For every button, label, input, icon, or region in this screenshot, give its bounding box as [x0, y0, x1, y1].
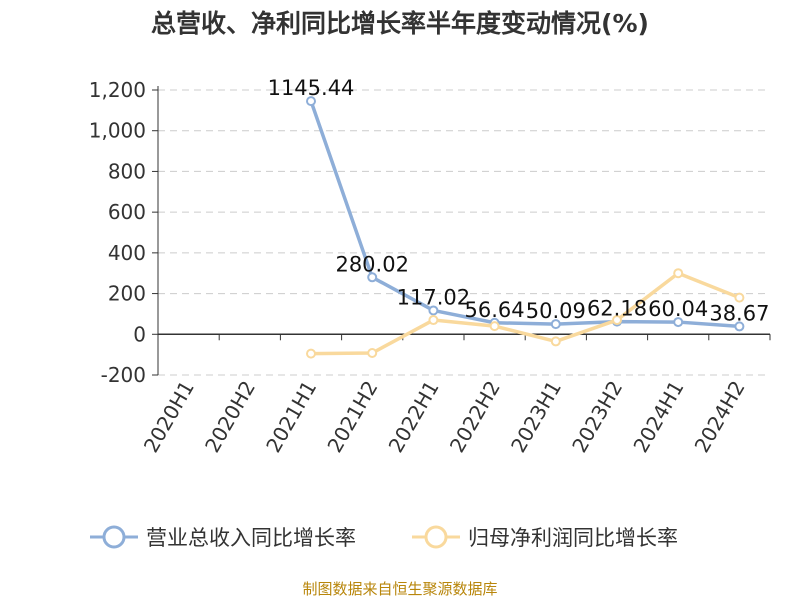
data-point	[550, 319, 561, 330]
y-tick-label: 1,200	[89, 78, 146, 102]
legend-line-circle-icon	[90, 525, 138, 549]
x-tick-label: 2020H2	[200, 377, 260, 457]
legend-label-revenue: 营业总收入同比增长率	[146, 526, 356, 550]
legend-line-circle-icon	[412, 525, 460, 549]
data-label: 56.64	[465, 298, 525, 322]
data-label: 60.04	[648, 297, 708, 321]
series-line-0	[309, 100, 740, 329]
data-point	[428, 305, 439, 316]
x-tick-label: 2024H2	[690, 377, 750, 457]
legend-item-net-profit[interactable]: 归母净利润同比增长率	[412, 520, 678, 554]
data-point	[673, 268, 684, 279]
data-label: 1145.44	[268, 76, 355, 100]
y-tick-label: 600	[108, 200, 146, 224]
data-point	[367, 348, 378, 359]
x-tick-label: 2022H1	[384, 377, 444, 457]
series-lines	[306, 96, 745, 359]
y-tick-label: 0	[133, 322, 146, 346]
data-point	[428, 315, 439, 326]
legend-label-net-profit: 归母净利润同比增长率	[468, 526, 678, 550]
axes	[157, 86, 770, 375]
y-tick-label: 400	[108, 241, 146, 265]
legend-item-revenue[interactable]: 营业总收入同比增长率	[90, 520, 356, 554]
series-line-1	[310, 271, 741, 356]
x-tick-label: 2023H1	[506, 377, 566, 457]
y-axis-ticks: -200 0 200 400 600 800 1,000 1,200	[89, 78, 158, 387]
source-note: 制图数据来自恒生聚源数据库	[302, 580, 498, 598]
data-point	[367, 272, 378, 283]
data-point	[306, 96, 316, 107]
data-label: 62.18	[587, 297, 647, 321]
data-point	[306, 348, 316, 359]
data-point	[673, 317, 684, 328]
x-axis-ticks: 2020H1 2020H2 2021H1 2021H2 2022H1 2022H2 2023…	[139, 334, 771, 457]
x-tick-label: 2023H2	[567, 377, 627, 457]
data-label: 280.02	[335, 252, 408, 276]
data-label: 50.09	[526, 299, 586, 323]
data-label: 117.02	[397, 285, 470, 309]
data-point	[489, 321, 500, 332]
chart-title: 总营收、净利同比增长率半年度变动情况(%)	[151, 9, 649, 38]
data-point	[550, 336, 561, 347]
x-tick-label: 2021H2	[322, 377, 382, 457]
data-point	[734, 292, 745, 303]
grid-lines	[158, 89, 770, 376]
y-tick-label: 1,000	[89, 119, 146, 143]
x-tick-label: 2020H1	[139, 377, 199, 457]
data-point	[734, 321, 745, 332]
data-point	[612, 315, 622, 326]
y-tick-label: -200	[101, 363, 146, 387]
x-tick-label: 2024H1	[628, 377, 688, 457]
x-tick-label: 2022H2	[445, 376, 505, 456]
x-tick-label: 2021H1	[261, 377, 321, 457]
data-label: 38.67	[709, 301, 769, 325]
y-tick-label: 200	[108, 282, 146, 306]
y-tick-label: 800	[108, 159, 146, 183]
